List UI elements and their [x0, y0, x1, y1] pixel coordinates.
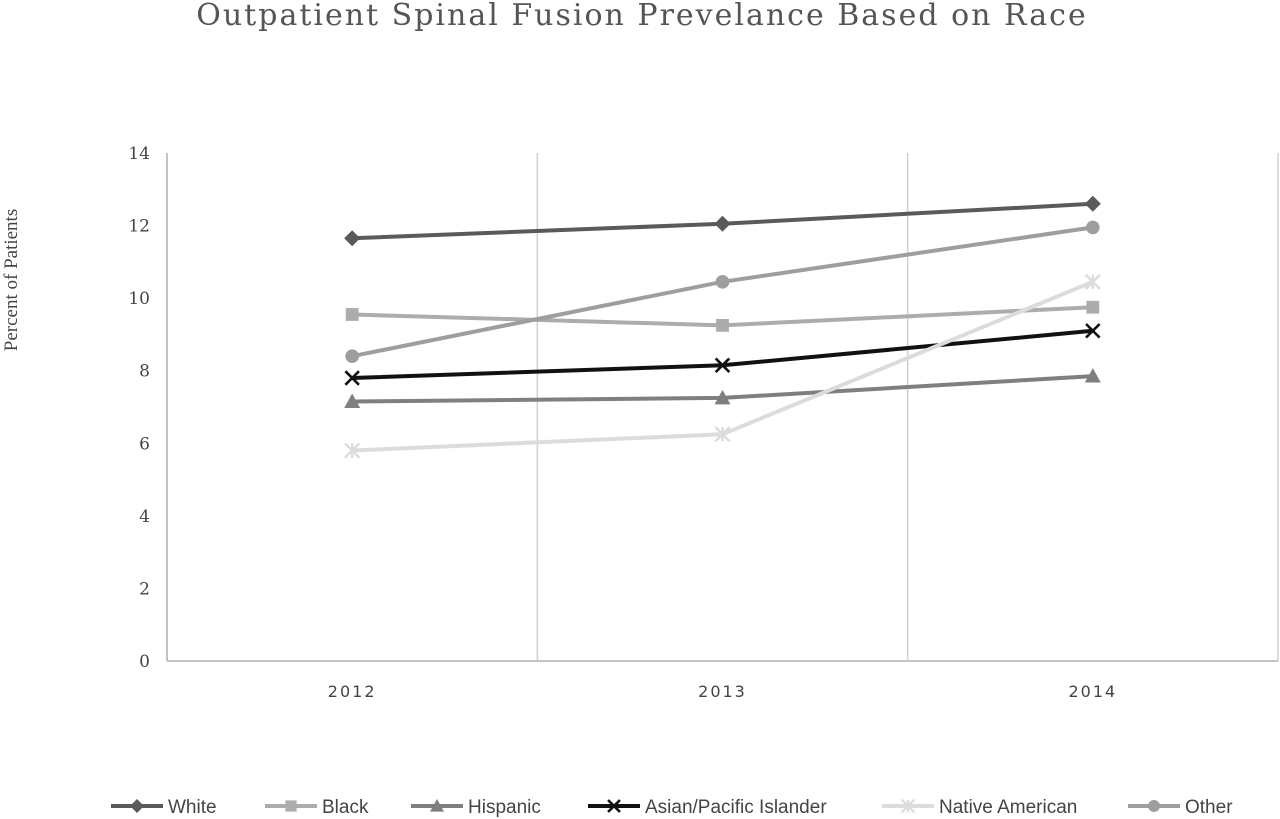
series-1 — [345, 300, 1100, 332]
legend: White Black Hispanic Asian/Pacific Islander… — [111, 797, 1233, 818]
legend-item: Hispanic — [411, 797, 541, 818]
data-point — [344, 442, 361, 459]
legend-item: Black — [265, 797, 369, 818]
y-tick-label: 8 — [139, 362, 150, 382]
legend-item: Other — [1128, 797, 1233, 818]
series-3 — [344, 323, 1101, 386]
x-axis-ticks: 2012 2013 2014 — [328, 682, 1117, 701]
series-2 — [344, 368, 1101, 408]
legend-label: Native American — [939, 797, 1077, 818]
legend-label: Asian/Pacific Islander — [645, 797, 827, 818]
y-tick-label: 6 — [139, 434, 150, 454]
data-point — [345, 349, 359, 364]
data-point — [1084, 368, 1101, 383]
series-0 — [344, 195, 1101, 247]
series-line — [351, 225, 1094, 359]
data-point — [344, 230, 361, 247]
y-tick-label: 4 — [139, 507, 150, 527]
legend-marker — [285, 800, 297, 812]
grid-lines — [166, 153, 1279, 662]
data-point — [714, 389, 731, 405]
y-tick-label: 14 — [128, 144, 150, 164]
data-point — [1085, 323, 1101, 339]
legend-marker — [900, 798, 916, 814]
data-point — [1086, 220, 1100, 235]
series-4 — [344, 273, 1101, 459]
series-line — [352, 328, 1094, 380]
y-axis-label: Percent of Patients — [1, 209, 22, 351]
legend-item: Asian/Pacific Islander — [588, 797, 827, 818]
y-tick-label: 12 — [128, 217, 150, 237]
data-point — [714, 357, 731, 373]
y-tick-label: 0 — [139, 652, 150, 672]
y-axis-ticks: 0 2 4 6 8 10 12 14 — [128, 144, 150, 672]
x-tick-label: 2014 — [1068, 682, 1117, 701]
data-point — [714, 426, 731, 443]
data-point — [344, 370, 360, 386]
legend-item: Native American — [882, 797, 1077, 818]
legend-marker — [607, 799, 621, 813]
data-point — [1086, 300, 1100, 314]
data-point — [1084, 273, 1101, 290]
legend-label: Other — [1185, 797, 1233, 818]
legend-marker — [1148, 800, 1160, 812]
legend-label: Black — [322, 797, 369, 818]
data-point — [1084, 195, 1101, 212]
y-tick-label: 2 — [139, 579, 150, 599]
legend-marker — [130, 799, 144, 813]
data-point — [715, 275, 730, 289]
data-point — [716, 318, 729, 332]
data-point — [344, 393, 361, 408]
series-5 — [345, 220, 1100, 364]
data-point — [345, 308, 359, 321]
legend-label: Hispanic — [468, 797, 541, 818]
y-tick-label: 10 — [128, 289, 150, 309]
legend-item: White — [111, 797, 217, 818]
legend-label: White — [168, 797, 217, 818]
chart-title: Outpatient Spinal Fusion Prevelance Base… — [196, 0, 1087, 33]
data-point — [714, 215, 731, 232]
legend-marker — [430, 799, 444, 812]
x-tick-label: 2012 — [328, 682, 377, 701]
x-tick-label: 2013 — [698, 682, 747, 701]
series-lines — [344, 195, 1101, 459]
